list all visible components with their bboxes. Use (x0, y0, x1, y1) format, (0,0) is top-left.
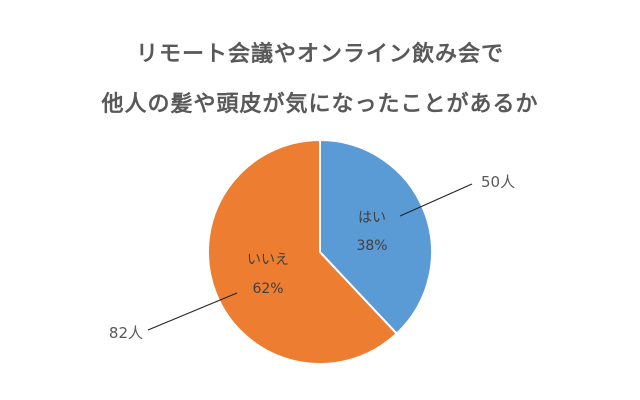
slice-percent-no: 62% (252, 281, 283, 297)
leader-line-no (147, 292, 238, 331)
slice-label-no: いいえ (247, 252, 289, 268)
slice-label-yes: はい (358, 210, 386, 226)
pie-slice-no[interactable] (206, 139, 398, 365)
count-label-yes: 50人 (481, 173, 515, 191)
chart-title-line-1: リモート会議やオンライン飲み会で (135, 42, 504, 67)
chart-title-line-2: 他人の髪や頭皮が気になったことがあるか (101, 92, 539, 117)
pie-slice-yes[interactable] (319, 139, 433, 335)
slice-percent-yes: 38% (356, 238, 387, 254)
count-label-no: 82人 (109, 324, 143, 342)
leader-line-yes (399, 183, 473, 217)
